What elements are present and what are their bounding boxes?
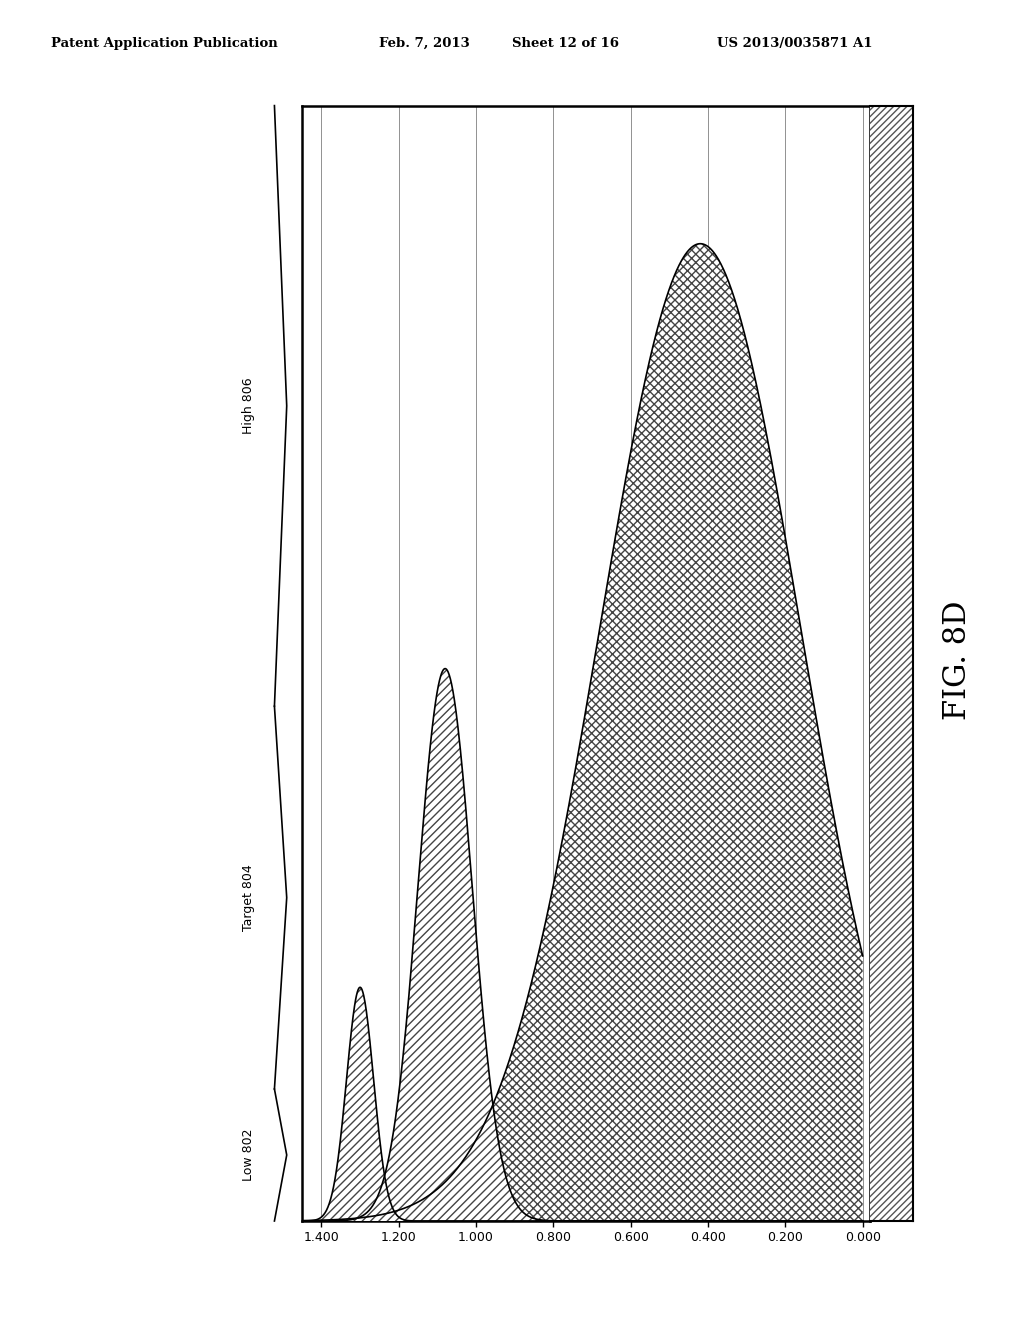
Text: Sheet 12 of 16: Sheet 12 of 16: [512, 37, 618, 50]
Text: Patent Application Publication: Patent Application Publication: [51, 37, 278, 50]
Text: High 806: High 806: [243, 378, 255, 434]
Text: FIG. 8D: FIG. 8D: [942, 601, 973, 719]
Text: Low 802: Low 802: [243, 1129, 255, 1181]
Text: Target 804: Target 804: [243, 865, 255, 931]
Text: Feb. 7, 2013: Feb. 7, 2013: [379, 37, 470, 50]
Text: US 2013/0035871 A1: US 2013/0035871 A1: [717, 37, 872, 50]
